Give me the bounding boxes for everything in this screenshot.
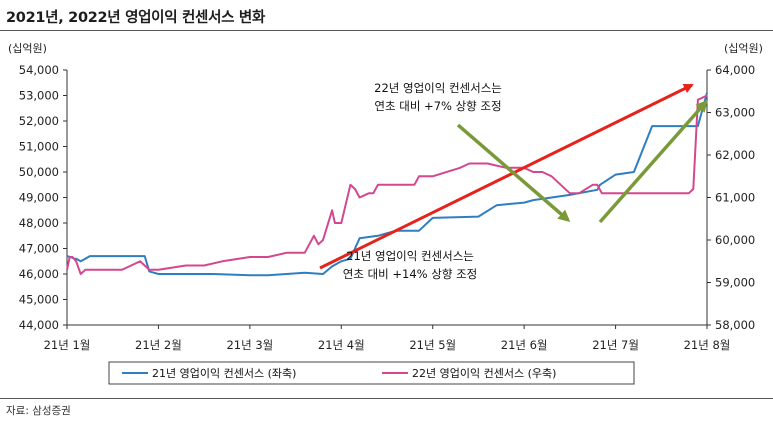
x-tick-label: 21년 4월 [318,338,365,352]
x-tick-label: 21년 3월 [226,338,273,352]
red-trend-arrow [319,83,694,270]
x-tick-label: 21년 5월 [409,338,456,352]
right-tick-label: 63,000 [715,106,755,120]
left-tick-labels: 54,000 53,000 52,000 51,000 50,000 49,000 48,0… [19,63,67,332]
left-tick-label: 54,000 [19,63,59,77]
right-tick-label: 62,000 [715,148,755,162]
x-tick-label: 21년 8월 [684,338,731,352]
right-tick-label: 64,000 [715,63,755,77]
left-tick-label: 51,000 [19,140,59,154]
left-tick-label: 53,000 [19,89,59,103]
right-tick-label: 60,000 [715,233,755,247]
source-note: 자료: 삼성증권 [6,405,71,417]
annotation-2021-line1: 21년 영업이익 컨센서스는 [346,249,474,263]
title-divider [0,30,773,31]
series-layer [66,92,708,277]
left-axis-unit: (십억원) [8,42,47,55]
right-tick-label: 58,000 [715,318,755,332]
page-title: 2021년, 2022년 영업이익 컨센서스 변화 [6,10,265,26]
footer-divider [0,398,773,399]
left-tick-label: 50,000 [19,165,59,179]
left-tick-label: 48,000 [19,216,59,230]
right-tick-label: 61,000 [715,191,755,205]
left-tick-label: 47,000 [19,242,59,256]
dual-axis-line-chart: (십억원) (십억원) 54,000 53,000 52,000 51,000 50,0… [8,42,763,385]
series-line-2021 [66,92,708,277]
green-arrow-down [456,123,571,222]
x-tick-label: 21년 6월 [501,338,548,352]
right-tick-labels: 64,000 63,000 62,000 61,000 60,000 59,000 58,0… [707,63,755,332]
legend-label-2022: 22년 영업이익 컨센서스 (우축) [412,367,556,380]
left-tick-label: 44,000 [19,318,59,332]
x-tick-labels: 21년 1월 21년 2월 21년 3월 21년 4월 21년 5월 21년 6월 21년 … [44,325,731,352]
legend-box [108,361,635,385]
right-tick-label: 59,000 [715,276,755,290]
x-tick-label: 21년 2월 [135,338,182,352]
x-tick-label: 21년 1월 [44,338,91,352]
right-axis-unit: (십억원) [724,42,763,55]
series-line-2022 [66,94,708,275]
left-tick-label: 45,000 [19,293,59,307]
x-tick-label: 21년 7월 [592,338,639,352]
legend: 21년 영업이익 컨센서스 (좌축) 22년 영업이익 컨센서스 (우축) [108,361,635,385]
annotation-2022-line1: 22년 영업이익 컨센서스는 [374,81,502,95]
legend-label-2021: 21년 영업이익 컨센서스 (좌축) [152,367,296,380]
left-tick-label: 52,000 [19,114,59,128]
left-tick-label: 49,000 [19,191,59,205]
annotation-2022-line2: 연초 대비 +7% 상향 조정 [374,99,501,113]
green-arrow-up [598,99,708,224]
left-tick-label: 46,000 [19,267,59,281]
annotation-2021-line2: 연초 대비 +14% 상향 조정 [343,267,477,281]
